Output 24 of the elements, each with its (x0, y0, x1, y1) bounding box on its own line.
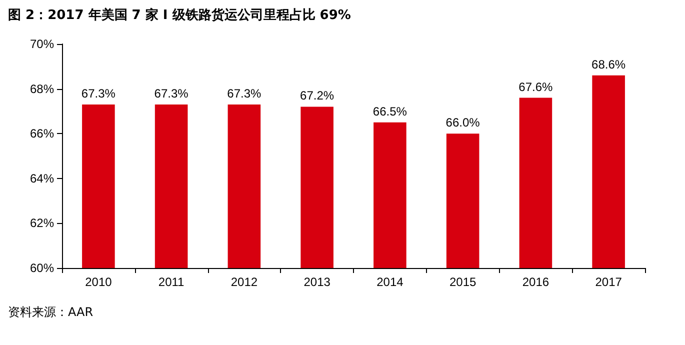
x-tick-label: 2013 (304, 275, 331, 289)
x-tick-label: 2011 (158, 275, 185, 289)
text: 资料来源：AAR (8, 304, 94, 321)
y-tick-label: 70% (30, 37, 54, 51)
data-label: 67.3% (227, 86, 262, 100)
x-tick-label: 2016 (522, 275, 550, 289)
data-label: 66.0% (446, 116, 480, 130)
data-label: 66.5% (372, 104, 408, 118)
y-tick-label: 60% (30, 261, 54, 275)
data-label: 67.3% (81, 86, 116, 100)
x-tick-label: 2014 (376, 275, 404, 289)
data-label: 68.6% (592, 57, 626, 72)
y-tick-label: 68% (30, 82, 54, 96)
x-tick-label: 2012 (230, 275, 258, 289)
chart-title: 图 2：2017 年美国 7 家 I 级铁路货运公司里程占比 69% (8, 6, 351, 24)
y-tick-label: 64% (30, 171, 54, 186)
x-tick-label: 2015 (449, 275, 476, 289)
data-label: 67.3% (154, 86, 189, 100)
x-tick-label: 2010 (85, 275, 112, 289)
data-label: 67.6% (518, 80, 554, 94)
data-label: 67.2% (300, 88, 334, 103)
y-tick-label: 66% (30, 126, 54, 141)
x-tick-label: 2017 (595, 275, 622, 289)
y-tick-label: 62% (30, 216, 54, 230)
